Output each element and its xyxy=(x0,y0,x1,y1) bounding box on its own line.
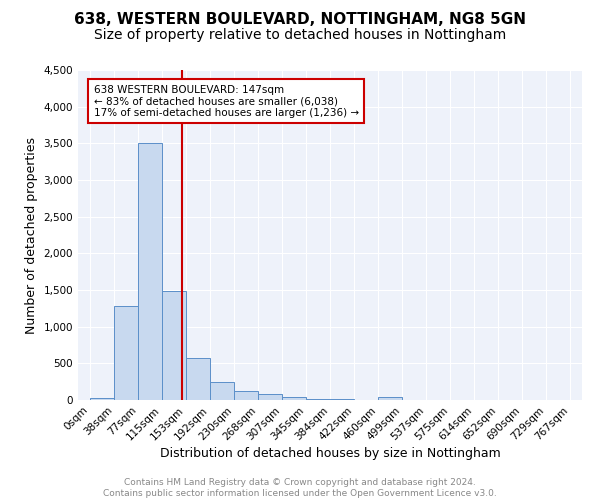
Bar xyxy=(234,391,258,400)
Y-axis label: Number of detached properties: Number of detached properties xyxy=(25,136,38,334)
Bar xyxy=(210,382,234,400)
Bar xyxy=(186,358,210,400)
X-axis label: Distribution of detached houses by size in Nottingham: Distribution of detached houses by size … xyxy=(160,448,500,460)
Text: Size of property relative to detached houses in Nottingham: Size of property relative to detached ho… xyxy=(94,28,506,42)
Bar xyxy=(258,394,282,400)
Bar xyxy=(378,396,402,400)
Bar xyxy=(114,306,138,400)
Bar xyxy=(282,397,306,400)
Bar xyxy=(138,144,162,400)
Text: 638, WESTERN BOULEVARD, NOTTINGHAM, NG8 5GN: 638, WESTERN BOULEVARD, NOTTINGHAM, NG8 … xyxy=(74,12,526,28)
Bar xyxy=(306,398,330,400)
Bar xyxy=(90,398,114,400)
Text: Contains HM Land Registry data © Crown copyright and database right 2024.
Contai: Contains HM Land Registry data © Crown c… xyxy=(103,478,497,498)
Text: 638 WESTERN BOULEVARD: 147sqm
← 83% of detached houses are smaller (6,038)
17% o: 638 WESTERN BOULEVARD: 147sqm ← 83% of d… xyxy=(94,84,359,118)
Bar xyxy=(162,292,186,400)
